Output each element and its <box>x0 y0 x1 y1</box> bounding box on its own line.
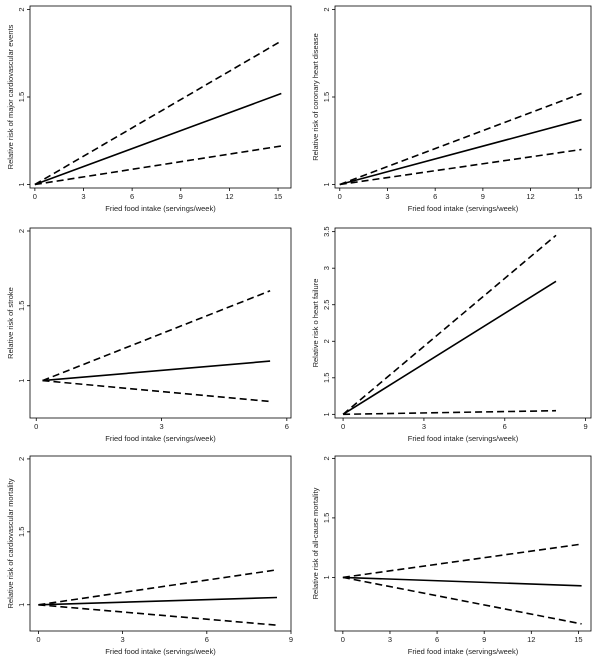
upper-ci-line <box>34 40 282 186</box>
x-tick-label: 15 <box>274 192 282 201</box>
x-tick-label: 6 <box>435 635 439 644</box>
estimate-line <box>42 360 271 382</box>
x-tick-label: 12 <box>527 635 535 644</box>
panel-2: 0 3 6 9 12 15 1 1.5 2 Fried food intake (servings… <box>311 5 592 213</box>
estimate-line <box>339 118 582 186</box>
x-tick-label: 0 <box>34 422 38 431</box>
x-tick-label: 3 <box>422 422 426 431</box>
y-tick-label: 1.5 <box>322 373 331 383</box>
x-tick-label: 0 <box>33 192 37 201</box>
x-tick-label: 9 <box>289 635 293 644</box>
lower-ci-line <box>339 148 582 186</box>
x-tick-label: 3 <box>388 635 392 644</box>
x-tick-label: 12 <box>526 192 534 201</box>
plot-frame <box>334 227 592 419</box>
plot-frame <box>29 5 292 189</box>
upper-ci-line <box>339 92 582 186</box>
x-axis-label: Fried food intake (servings/week) <box>408 204 519 213</box>
y-axis-label: Relative risk of coronary heart disease <box>311 33 320 161</box>
panel-1: 0 3 6 9 12 15 1 1.5 2 Fried food intake (servings… <box>6 5 292 213</box>
estimate-line <box>34 92 282 186</box>
y-tick-label: 2 <box>322 339 331 343</box>
x-tick-label: 15 <box>574 635 582 644</box>
x-axis-label: Fried food intake (servings/week) <box>105 647 216 656</box>
y-tick-label: 1.5 <box>17 301 26 311</box>
x-axis-label: Fried food intake (servings/week) <box>105 204 216 213</box>
upper-ci-line <box>42 290 271 382</box>
lower-ci-line <box>343 409 557 416</box>
upper-ci-line <box>342 234 557 415</box>
estimate-line <box>38 596 278 606</box>
y-tick-label: 1 <box>17 603 26 607</box>
estimate-line <box>342 576 582 587</box>
y-tick-label: 2 <box>17 7 26 11</box>
x-tick-label: 6 <box>130 192 134 201</box>
panel-5: 0 3 6 9 1 1.5 2 Fried food intake (servings/wee… <box>6 455 293 656</box>
upper-ci-line <box>38 569 278 606</box>
x-tick-label: 0 <box>36 635 40 644</box>
x-tick-label: 9 <box>482 635 486 644</box>
estimate-line <box>342 280 557 415</box>
x-tick-label: 9 <box>481 192 485 201</box>
panel-6: 0 3 6 9 12 15 1 1.5 2 Fried food intake (servings… <box>311 455 592 656</box>
plot-frame <box>29 455 292 632</box>
x-tick-label: 3 <box>159 422 163 431</box>
x-tick-label: 0 <box>341 635 345 644</box>
x-tick-label: 0 <box>341 422 345 431</box>
x-tick-label: 15 <box>574 192 582 201</box>
panel-4: 0 3 6 9 1 1.5 2 2.5 3 3.5 Fried food intake (servi… <box>311 226 592 443</box>
plot-frame <box>334 455 592 632</box>
x-tick-label: 3 <box>121 635 125 644</box>
y-axis-label: Relative risk of stroke <box>6 287 15 359</box>
x-tick-label: 6 <box>503 422 507 431</box>
x-axis-label: Fried food intake (servings/week) <box>105 434 216 443</box>
y-tick-label: 1 <box>322 575 331 579</box>
y-axis-label: Relative risk o heart failure <box>311 279 320 368</box>
y-tick-label: 1 <box>17 182 26 186</box>
y-tick-label: 1.5 <box>322 92 331 102</box>
plot-frame <box>334 5 592 189</box>
y-tick-label: 2 <box>17 457 26 461</box>
x-tick-label: 3 <box>81 192 85 201</box>
x-axis-label: Fried food intake (servings/week) <box>408 434 519 443</box>
y-tick-label: 2 <box>17 229 26 233</box>
x-tick-label: 12 <box>225 192 233 201</box>
x-tick-label: 9 <box>584 422 588 431</box>
y-axis-label: Relative risk of major cardiovascular ev… <box>6 24 15 169</box>
y-tick-label: 3.5 <box>322 226 331 236</box>
upper-ci-line <box>342 543 582 579</box>
y-tick-label: 1 <box>17 379 26 383</box>
x-tick-label: 6 <box>205 635 209 644</box>
y-axis-label: Relative risk of all-cause mortality <box>311 487 320 599</box>
y-tick-label: 1 <box>322 182 331 186</box>
lower-ci-line <box>342 576 582 625</box>
y-tick-label: 1.5 <box>322 513 331 523</box>
y-tick-label: 1.5 <box>17 527 26 537</box>
y-axis-label: Relative risk of cardiovascular mortalit… <box>6 478 15 608</box>
x-tick-label: 6 <box>285 422 289 431</box>
y-tick-label: 1 <box>322 412 331 416</box>
y-tick-label: 3 <box>322 266 331 270</box>
x-tick-label: 9 <box>179 192 183 201</box>
panel-3: 0 3 6 1 1.5 2 Fried food intake (servings/week… <box>6 227 292 443</box>
y-tick-label: 1.5 <box>17 92 26 102</box>
x-tick-label: 3 <box>385 192 389 201</box>
y-tick-label: 2 <box>322 7 331 11</box>
y-tick-label: 2.5 <box>322 300 331 310</box>
lower-ci-line <box>42 379 271 403</box>
y-tick-label: 2 <box>322 456 331 460</box>
lower-ci-line <box>38 604 278 626</box>
x-axis-label: Fried food intake (servings/week) <box>408 647 519 656</box>
plot-frame <box>29 227 292 419</box>
x-tick-label: 6 <box>433 192 437 201</box>
x-tick-label: 0 <box>338 192 342 201</box>
lower-ci-line <box>34 145 282 186</box>
